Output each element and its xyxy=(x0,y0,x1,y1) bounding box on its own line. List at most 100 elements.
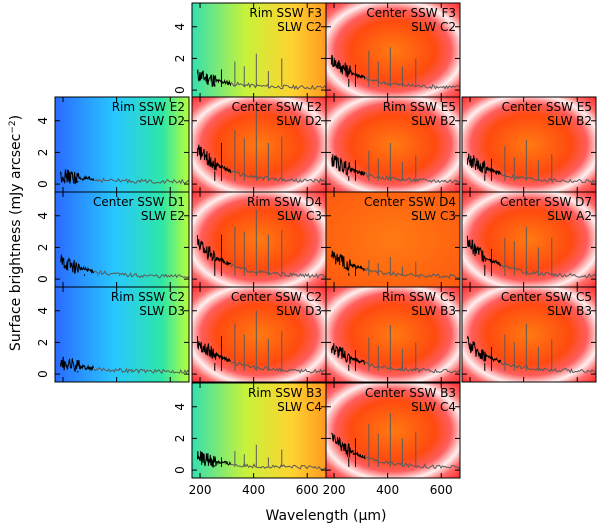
y-tick-label: 0 xyxy=(173,86,187,94)
panel-label-line2: SLW C3 xyxy=(277,209,322,223)
panel-label-line1: Center SSW D7 xyxy=(500,195,592,209)
y-tick-label: 4 xyxy=(36,117,50,125)
ssw-spectrum-line xyxy=(330,154,366,177)
panel-label-line2: SLW C2 xyxy=(277,20,322,34)
panel-label-line2: SLW E2 xyxy=(141,209,185,223)
y-tick-label: 2 xyxy=(173,435,187,443)
slw-spectrum-line xyxy=(93,269,190,279)
x-tick-label: 400 xyxy=(376,483,399,497)
y-tick-label: 0 xyxy=(173,466,187,474)
panel-label-line1: Center SSW C5 xyxy=(501,290,592,304)
x-tick-label: 600 xyxy=(296,483,319,497)
ssw-spectrum-line xyxy=(466,153,502,176)
slw-spectrum-line xyxy=(93,366,190,375)
panel-label-line1: Rim SSW D4 xyxy=(247,195,322,209)
ssw-spectrum-line xyxy=(196,450,232,468)
panel-label-line1: Center SSW C2 xyxy=(231,290,322,304)
slw-spectrum-line xyxy=(364,76,461,90)
panel-label-line1: Center SSW D1 xyxy=(93,195,185,209)
x-axis-title: Wavelength (μm) xyxy=(266,508,387,524)
slw-spectrum-line xyxy=(364,172,461,184)
ssw-spectrum-line xyxy=(330,54,366,80)
panel-label-line1: Rim SSW B3 xyxy=(248,386,322,400)
panel-label-line2: SLW A2 xyxy=(547,209,592,223)
panel-frame xyxy=(325,382,461,479)
panel-label-line2: SLW D3 xyxy=(276,304,322,318)
slw-spectrum-line xyxy=(230,462,327,470)
y-axis-title: Surface brightness (mJy arcsec−2) xyxy=(8,115,24,351)
ssw-spectrum-line xyxy=(196,69,232,88)
slw-spectrum-line xyxy=(230,170,327,184)
panel-label-line2: SLW C4 xyxy=(411,400,456,414)
y-tick-label: 4 xyxy=(36,212,50,220)
slw-spectrum-line xyxy=(230,361,327,374)
y-tick-label: 2 xyxy=(173,55,187,63)
panel-label-line1: Center SSW D4 xyxy=(364,195,456,209)
y-tick-label: 4 xyxy=(173,23,187,31)
panel-label-line2: SLW D2 xyxy=(276,114,322,128)
slw-spectrum-line xyxy=(93,177,190,185)
panel-label-line2: SLW B2 xyxy=(411,114,456,128)
panel-background xyxy=(55,287,189,382)
ssw-spectrum-line xyxy=(466,235,501,267)
panel-label-line1: Center SSW B3 xyxy=(365,386,456,400)
panel-label-line2: SLW C4 xyxy=(277,400,322,414)
panel-label-line1: Rim SSW C5 xyxy=(382,290,456,304)
ssw-spectrum-line xyxy=(331,432,366,460)
panel-frame xyxy=(461,286,597,383)
slw-spectrum-line xyxy=(364,456,461,470)
panel-frame xyxy=(325,286,461,383)
panel-label-line2: SLW B3 xyxy=(547,304,592,318)
x-tick-label: 200 xyxy=(189,483,212,497)
panel-label-line1: Rim SSW E5 xyxy=(383,100,456,114)
slw-spectrum-line xyxy=(364,361,461,374)
x-tick-label: 200 xyxy=(323,483,346,497)
panel-label-line2: SLW B3 xyxy=(411,304,456,318)
y-tick-label: 4 xyxy=(36,307,50,315)
panel-label-line1: Center SSW F3 xyxy=(366,6,456,20)
panel-label-line2: SLW C2 xyxy=(411,20,456,34)
panel-label-line1: Rim SSW C2 xyxy=(111,290,185,304)
y-tick-label: 4 xyxy=(173,403,187,411)
ssw-spectrum-line xyxy=(196,336,232,362)
slw-spectrum-line xyxy=(500,360,597,374)
y-tick-label: 0 xyxy=(36,180,50,188)
panel-label-line1: Center SSW E2 xyxy=(232,100,322,114)
y-tick-label: 0 xyxy=(36,275,50,283)
ssw-spectrum-line xyxy=(59,169,95,185)
ssw-spectrum-line xyxy=(196,144,232,174)
slw-spectrum-line xyxy=(500,173,597,184)
x-tick-label: 600 xyxy=(430,483,453,497)
y-tick-label: 2 xyxy=(36,244,50,252)
y-tick-label: 0 xyxy=(36,370,50,378)
panel-label-line2: SLW C3 xyxy=(411,209,456,223)
ssw-spectrum-line xyxy=(330,343,366,365)
panel-label-line1: Rim SSW E2 xyxy=(112,100,185,114)
ssw-spectrum-line xyxy=(59,356,94,372)
panel-background xyxy=(326,192,460,287)
panel-label-line1: Center SSW E5 xyxy=(502,100,592,114)
slw-spectrum-line xyxy=(230,81,327,91)
ssw-spectrum-line xyxy=(330,250,366,273)
panel-label-line1: Rim SSW F3 xyxy=(249,6,322,20)
ssw-spectrum-line xyxy=(466,335,502,364)
slw-spectrum-line xyxy=(364,267,460,279)
panel-label-line2: SLW D3 xyxy=(139,304,185,318)
x-tick-label: 400 xyxy=(242,483,265,497)
y-tick-label: 2 xyxy=(36,149,50,157)
slw-spectrum-line xyxy=(500,264,597,279)
